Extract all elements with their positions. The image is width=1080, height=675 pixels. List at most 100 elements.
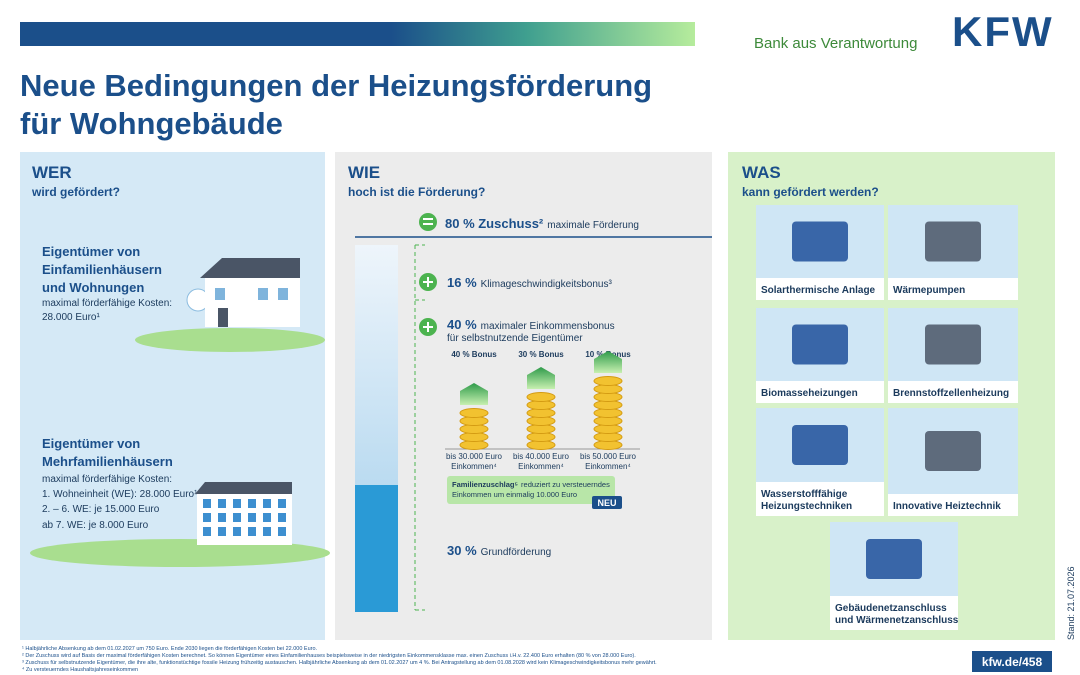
family-box bbox=[447, 476, 615, 504]
subheading: hoch ist die Förderung? bbox=[348, 185, 485, 199]
building-illustration bbox=[195, 482, 292, 545]
group-line: maximal förderfähige Kosten: bbox=[42, 298, 172, 309]
heading: WAS bbox=[742, 163, 781, 182]
plus-sign bbox=[423, 322, 433, 332]
window bbox=[218, 499, 226, 508]
total-line: 80 % Zuschuss² maximale Förderung bbox=[445, 216, 639, 231]
tile-label: Gebäudenetzanschluss bbox=[835, 603, 947, 614]
window bbox=[233, 513, 241, 522]
tile: Brennstoffzellenheizung bbox=[888, 308, 1018, 403]
tile: Solarthermische Anlage bbox=[756, 205, 884, 300]
logo: KFW bbox=[952, 8, 1054, 55]
building-roof bbox=[195, 482, 292, 494]
window bbox=[263, 527, 271, 536]
tile-icon bbox=[925, 324, 981, 365]
family-line: Familienzuschlag⁵ reduziert zu versteuern… bbox=[452, 480, 610, 489]
title: Neue Bedingungen der Heizungsförderung bbox=[20, 68, 652, 103]
family-title: Familienzuschlag⁵ bbox=[452, 480, 519, 489]
window bbox=[263, 499, 271, 508]
bonus-label: 30 % Bonus bbox=[518, 350, 564, 359]
equals-bar bbox=[423, 223, 433, 225]
base-line: 30 % Grundförderung bbox=[447, 543, 551, 558]
heading: WIE bbox=[348, 163, 380, 182]
window bbox=[278, 527, 286, 536]
window bbox=[203, 499, 211, 508]
tile-label: und Wärmenetzanschluss bbox=[835, 615, 959, 626]
tile-icon bbox=[792, 324, 848, 365]
footnote: ⁴ Zu versteuerndes Haushaltsjahreseinkom… bbox=[22, 666, 138, 673]
bonus-unit: Einkommen⁴ bbox=[451, 462, 497, 471]
tile-icon bbox=[925, 221, 981, 262]
income-text: für selbstnutzende Eigentümer bbox=[447, 333, 583, 344]
tile-label-bg bbox=[830, 596, 958, 630]
window bbox=[248, 499, 256, 508]
house-illustration bbox=[186, 258, 300, 327]
subheading: wird gefördert? bbox=[31, 185, 120, 199]
window bbox=[278, 499, 286, 508]
window bbox=[258, 288, 268, 300]
header-stripe bbox=[20, 22, 695, 46]
speed-amount: 16 % bbox=[447, 275, 477, 290]
tile-icon bbox=[866, 539, 922, 579]
wie-panel: WIE hoch ist die Förderung? 80 % Zuschus… bbox=[335, 152, 712, 640]
footnote: ¹ Halbjährliche Absenkung ab dem 01.02.2… bbox=[22, 646, 318, 652]
tile-icon bbox=[792, 221, 848, 262]
group-line: 1. Wohneinheit (WE): 28.000 Euro¹ bbox=[42, 489, 198, 500]
family-text: reduziert zu versteuerndes bbox=[521, 480, 610, 489]
tile-label: Heizungstechniken bbox=[761, 501, 852, 512]
window bbox=[248, 527, 256, 536]
speed-text: Klimageschwindigkeitsbonus³ bbox=[481, 279, 613, 290]
door bbox=[218, 308, 228, 327]
tile-label-bg bbox=[888, 494, 1018, 516]
plus-sign bbox=[423, 277, 433, 287]
bonus-arrow bbox=[527, 367, 555, 389]
bonus-label: 40 % Bonus bbox=[451, 350, 497, 359]
link[interactable]: kfw.de/458 bbox=[982, 655, 1043, 669]
tile-icon bbox=[792, 425, 848, 465]
window bbox=[203, 527, 211, 536]
coin bbox=[593, 376, 623, 386]
bonus-unit: Einkommen⁴ bbox=[518, 462, 564, 471]
total-text: maximale Förderung bbox=[547, 220, 639, 231]
building-wall bbox=[197, 492, 292, 545]
tile-label-bg bbox=[756, 482, 884, 516]
window bbox=[248, 513, 256, 522]
bonus-arrow bbox=[460, 383, 488, 405]
group-title: Eigentümer von bbox=[42, 436, 140, 451]
tile: Wärmepumpen bbox=[888, 205, 1018, 300]
coin bbox=[526, 392, 556, 402]
window bbox=[218, 527, 226, 536]
tile-label-bg bbox=[756, 278, 884, 300]
income-line: 40 % maximaler Einkommensbonus bbox=[447, 317, 615, 332]
tile-label: Biomasseheizungen bbox=[761, 388, 858, 399]
group-line: 28.000 Euro¹ bbox=[42, 312, 100, 323]
tile-label: Wärmepumpen bbox=[893, 285, 965, 296]
tagline: Bank aus Verantwortung bbox=[754, 35, 917, 52]
heading: WER bbox=[32, 163, 72, 182]
date: Stand: 21.07.2026 bbox=[1066, 566, 1076, 640]
window bbox=[263, 513, 271, 522]
subheading: kann gefördert werden? bbox=[742, 185, 879, 199]
link-box[interactable] bbox=[972, 651, 1052, 672]
equals-bar bbox=[423, 218, 433, 220]
coin bbox=[459, 408, 489, 418]
house-roof bbox=[200, 258, 300, 278]
tile-label-bg bbox=[888, 381, 1018, 403]
footnote: ² Der Zuschuss wird auf Basis der maxima… bbox=[22, 653, 636, 659]
window bbox=[278, 513, 286, 522]
tile-label-bg bbox=[756, 381, 884, 403]
lawn bbox=[135, 328, 325, 352]
tile-label: Innovative Heiztechnik bbox=[893, 501, 1001, 512]
window bbox=[203, 513, 211, 522]
tile-label-bg bbox=[888, 278, 1018, 300]
tile-label: Wasserstofffähige bbox=[761, 489, 848, 500]
bonus-arrow bbox=[594, 351, 622, 373]
speed-line: 16 % Klimageschwindigkeitsbonus³ bbox=[447, 275, 612, 290]
tile-icon bbox=[925, 431, 981, 471]
badge-text: NEU bbox=[597, 498, 616, 508]
window bbox=[233, 527, 241, 536]
base-text: Grundförderung bbox=[481, 547, 552, 558]
